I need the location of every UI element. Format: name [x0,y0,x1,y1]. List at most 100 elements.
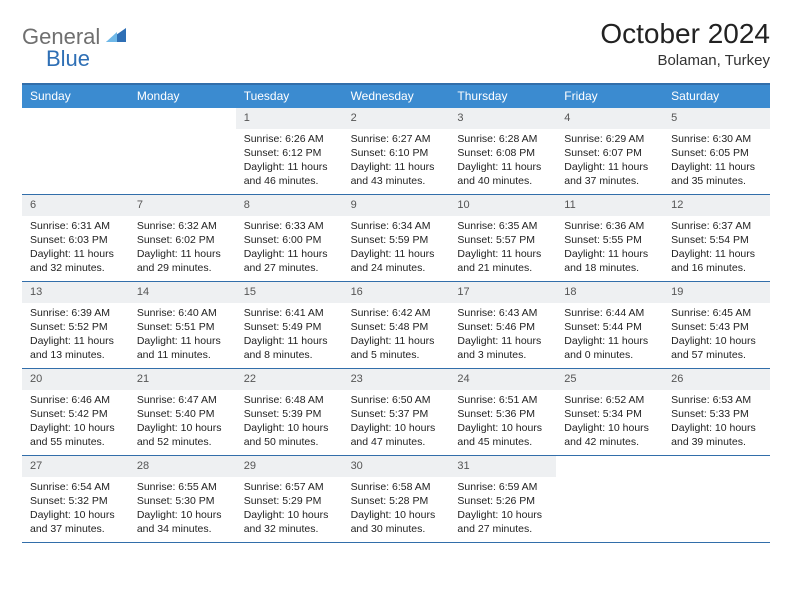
sunrise-text: Sunrise: 6:54 AM [30,480,121,494]
sunset-text: Sunset: 6:00 PM [244,233,335,247]
day-body: Sunrise: 6:27 AMSunset: 6:10 PMDaylight:… [343,132,450,193]
daylight-text: Daylight: 11 hours and 37 minutes. [564,160,655,188]
sunset-text: Sunset: 6:03 PM [30,233,121,247]
day-number: 20 [22,369,129,390]
day-body: Sunrise: 6:52 AMSunset: 5:34 PMDaylight:… [556,393,663,454]
daylight-text: Daylight: 11 hours and 13 minutes. [30,334,121,362]
day-number: 10 [449,195,556,216]
day-cell: 15Sunrise: 6:41 AMSunset: 5:49 PMDayligh… [236,282,343,368]
week-row: 1Sunrise: 6:26 AMSunset: 6:12 PMDaylight… [22,108,770,195]
empty-cell [556,456,663,542]
sunset-text: Sunset: 5:34 PM [564,407,655,421]
sunset-text: Sunset: 5:26 PM [457,494,548,508]
sunrise-text: Sunrise: 6:57 AM [244,480,335,494]
day-cell: 23Sunrise: 6:50 AMSunset: 5:37 PMDayligh… [343,369,450,455]
daylight-text: Daylight: 11 hours and 24 minutes. [351,247,442,275]
day-number: 3 [449,108,556,129]
sunrise-text: Sunrise: 6:59 AM [457,480,548,494]
day-cell: 17Sunrise: 6:43 AMSunset: 5:46 PMDayligh… [449,282,556,368]
daylight-text: Daylight: 11 hours and 11 minutes. [137,334,228,362]
sunrise-text: Sunrise: 6:41 AM [244,306,335,320]
day-number: 11 [556,195,663,216]
week-row: 27Sunrise: 6:54 AMSunset: 5:32 PMDayligh… [22,456,770,543]
day-cell: 6Sunrise: 6:31 AMSunset: 6:03 PMDaylight… [22,195,129,281]
day-cell: 27Sunrise: 6:54 AMSunset: 5:32 PMDayligh… [22,456,129,542]
day-cell: 1Sunrise: 6:26 AMSunset: 6:12 PMDaylight… [236,108,343,194]
sunrise-text: Sunrise: 6:31 AM [30,219,121,233]
daylight-text: Daylight: 10 hours and 55 minutes. [30,421,121,449]
daylight-text: Daylight: 11 hours and 0 minutes. [564,334,655,362]
sunrise-text: Sunrise: 6:40 AM [137,306,228,320]
sunrise-text: Sunrise: 6:58 AM [351,480,442,494]
day-body: Sunrise: 6:37 AMSunset: 5:54 PMDaylight:… [663,219,770,280]
daylight-text: Daylight: 10 hours and 34 minutes. [137,508,228,536]
empty-cell [22,108,129,194]
day-number: 28 [129,456,236,477]
day-number: 19 [663,282,770,303]
day-cell: 30Sunrise: 6:58 AMSunset: 5:28 PMDayligh… [343,456,450,542]
day-cell: 20 Sunrise: 6:46 AMSunset: 5:42 PMDayligh… [22,369,129,455]
day-cell: 5 Sunrise: 6:30 AMSunset: 6:05 PMDaylight… [663,108,770,194]
daylight-text: Daylight: 10 hours and 52 minutes. [137,421,228,449]
day-body: Sunrise: 6:29 AMSunset: 6:07 PMDaylight:… [556,132,663,193]
sunset-text: Sunset: 5:42 PM [30,407,121,421]
sunset-text: Sunset: 5:46 PM [457,320,548,334]
sunrise-text: Sunrise: 6:30 AM [671,132,762,146]
daylight-text: Daylight: 11 hours and 21 minutes. [457,247,548,275]
sunrise-text: Sunrise: 6:55 AM [137,480,228,494]
sunrise-text: Sunrise: 6:52 AM [564,393,655,407]
sunset-text: Sunset: 6:05 PM [671,146,762,160]
day-body: Sunrise: 6:32 AMSunset: 6:02 PMDaylight:… [129,219,236,280]
brand-text-blue-wrap: Blue [46,46,90,72]
day-number: 2 [343,108,450,129]
sunset-text: Sunset: 6:02 PM [137,233,228,247]
sunset-text: Sunset: 5:44 PM [564,320,655,334]
sunset-text: Sunset: 5:39 PM [244,407,335,421]
daylight-text: Daylight: 11 hours and 16 minutes. [671,247,762,275]
day-number: 14 [129,282,236,303]
sunset-text: Sunset: 5:55 PM [564,233,655,247]
daylight-text: Daylight: 11 hours and 8 minutes. [244,334,335,362]
daylight-text: Daylight: 11 hours and 35 minutes. [671,160,762,188]
day-cell: 14Sunrise: 6:40 AMSunset: 5:51 PMDayligh… [129,282,236,368]
day-cell: 18Sunrise: 6:44 AMSunset: 5:44 PMDayligh… [556,282,663,368]
day-body: Sunrise: 6:42 AMSunset: 5:48 PMDaylight:… [343,306,450,367]
day-body: Sunrise: 6:33 AMSunset: 6:00 PMDaylight:… [236,219,343,280]
sunset-text: Sunset: 6:12 PM [244,146,335,160]
day-number: 13 [22,282,129,303]
day-cell: 28 Sunrise: 6:55 AMSunset: 5:30 PMDayligh… [129,456,236,542]
day-body: Sunrise: 6:51 AMSunset: 5:36 PMDaylight:… [449,393,556,454]
sunrise-text: Sunrise: 6:29 AM [564,132,655,146]
day-number: 30 [343,456,450,477]
day-body: Sunrise: 6:55 AMSunset: 5:30 PMDaylight:… [129,480,236,541]
day-number: 22 [236,369,343,390]
sunrise-text: Sunrise: 6:50 AM [351,393,442,407]
day-cell: 10Sunrise: 6:35 AMSunset: 5:57 PMDayligh… [449,195,556,281]
sunrise-text: Sunrise: 6:43 AM [457,306,548,320]
daylight-text: Daylight: 10 hours and 27 minutes. [457,508,548,536]
sunrise-text: Sunrise: 6:48 AM [244,393,335,407]
day-body: Sunrise: 6:44 AMSunset: 5:44 PMDaylight:… [556,306,663,367]
day-cell: 24Sunrise: 6:51 AMSunset: 5:36 PMDayligh… [449,369,556,455]
sunrise-text: Sunrise: 6:51 AM [457,393,548,407]
daylight-text: Daylight: 11 hours and 29 minutes. [137,247,228,275]
day-cell: 26Sunrise: 6:53 AMSunset: 5:33 PMDayligh… [663,369,770,455]
week-row: 13Sunrise: 6:39 AMSunset: 5:52 PMDayligh… [22,282,770,369]
day-cell: 11 Sunrise: 6:36 AMSunset: 5:55 PMDayligh… [556,195,663,281]
day-cell: 12Sunrise: 6:37 AMSunset: 5:54 PMDayligh… [663,195,770,281]
day-body: Sunrise: 6:36 AMSunset: 5:55 PMDaylight:… [556,219,663,280]
sunrise-text: Sunrise: 6:53 AM [671,393,762,407]
day-number: 21 [129,369,236,390]
day-number: 6 [22,195,129,216]
dow-wednesday: Wednesday [343,85,450,108]
day-number: 5 [663,108,770,129]
day-cell: 31Sunrise: 6:59 AMSunset: 5:26 PMDayligh… [449,456,556,542]
day-cell: 21Sunrise: 6:47 AMSunset: 5:40 PMDayligh… [129,369,236,455]
sunrise-text: Sunrise: 6:33 AM [244,219,335,233]
sunset-text: Sunset: 5:36 PM [457,407,548,421]
sunset-text: Sunset: 5:57 PM [457,233,548,247]
day-number: 17 [449,282,556,303]
dow-header-row: Sunday Monday Tuesday Wednesday Thursday… [22,85,770,108]
dow-saturday: Saturday [663,85,770,108]
sunrise-text: Sunrise: 6:46 AM [30,393,121,407]
